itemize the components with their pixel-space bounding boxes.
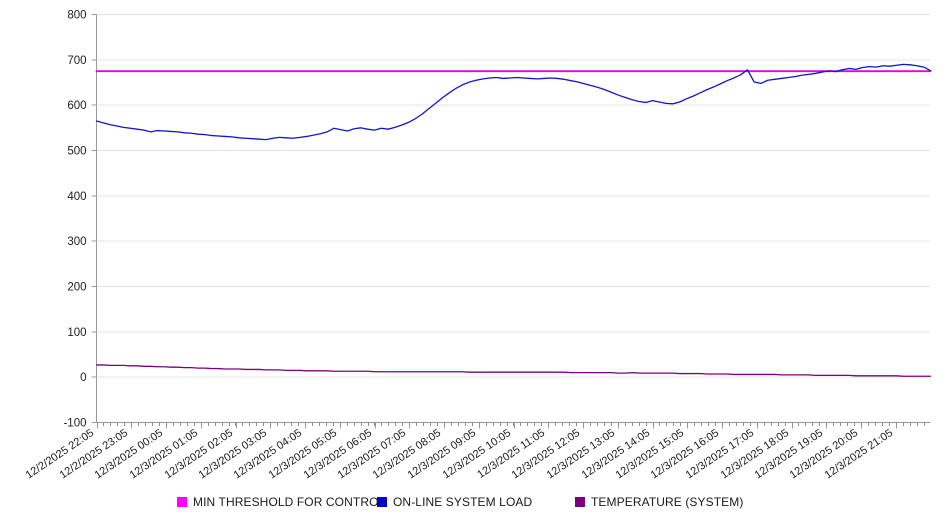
legend-label: ON-LINE SYSTEM LOAD <box>393 495 532 509</box>
chart-legend: MIN THRESHOLD FOR CONTROL ON-LINE SYSTEM … <box>177 495 743 509</box>
legend-label: MIN THRESHOLD FOR CONTROL <box>193 495 386 509</box>
legend-swatch <box>377 497 387 507</box>
y-axis: -100 0 100 200 300 400 500 600 700 800 <box>63 10 97 430</box>
y-axis-tick-label: 300 <box>67 236 86 248</box>
legend-label: TEMPERATURE (SYSTEM) <box>591 495 743 509</box>
data-series <box>95 63 932 377</box>
y-axis-tick-label: -100 <box>63 418 86 430</box>
y-axis-tick-label: 200 <box>67 282 86 294</box>
y-axis-tick-label: 500 <box>67 146 86 158</box>
series-line-2 <box>95 364 932 377</box>
y-axis-tick-label: 100 <box>67 327 86 339</box>
y-axis-tick-label: 400 <box>67 191 86 203</box>
y-axis-tick-label: 800 <box>67 10 86 22</box>
legend-swatch <box>177 497 187 507</box>
grid-lines <box>96 14 931 423</box>
series-line-1 <box>95 63 932 141</box>
legend-swatch <box>575 497 585 507</box>
y-axis-tick-label: 0 <box>80 372 86 384</box>
y-axis-tick-label: 600 <box>67 100 86 112</box>
y-axis-tick-label: 700 <box>67 55 86 67</box>
